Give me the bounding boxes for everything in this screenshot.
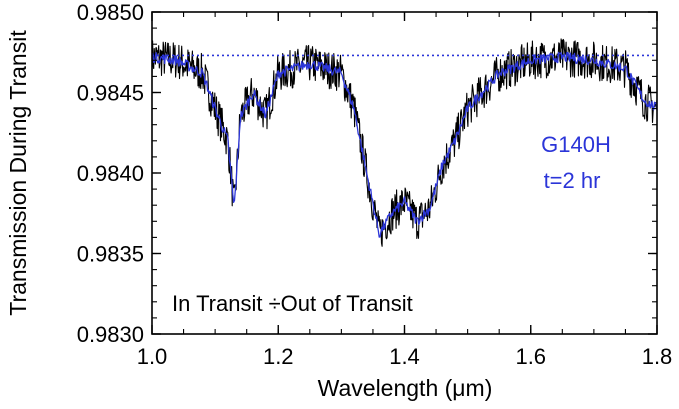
x-axis-title: Wavelength (μm) — [318, 375, 493, 401]
y-tick-label: 0.9830 — [77, 322, 144, 347]
ticks-layer: 1.0 1.2 1.4 1.6 1.8 0.9830 0.9835 0.9840 0.9845 0… — [77, 0, 673, 369]
y-tick-label: 0.9845 — [77, 81, 144, 106]
x-tick-label: 1.4 — [389, 344, 420, 369]
y-axis-title: Transmission During Transit — [5, 30, 31, 316]
series-layer — [151, 38, 658, 247]
plot-frame — [151, 11, 658, 335]
x-tick-label: 1.8 — [642, 344, 673, 369]
x-tick-label: 1.6 — [515, 344, 546, 369]
y-tick-label: 0.9835 — [77, 242, 144, 267]
caption-annotation: In Transit ÷Out of Transit — [172, 291, 413, 316]
instrument-annotation: G140H — [541, 132, 611, 157]
y-tick-label: 0.9840 — [77, 161, 144, 186]
time-annotation: t=2 hr — [544, 168, 601, 193]
series-line-noisy — [151, 38, 658, 247]
x-tick-label: 1.2 — [263, 344, 294, 369]
y-tick-label: 0.9850 — [77, 0, 144, 25]
x-tick-label: 1.0 — [137, 344, 168, 369]
series-line-smoothed — [151, 51, 658, 238]
